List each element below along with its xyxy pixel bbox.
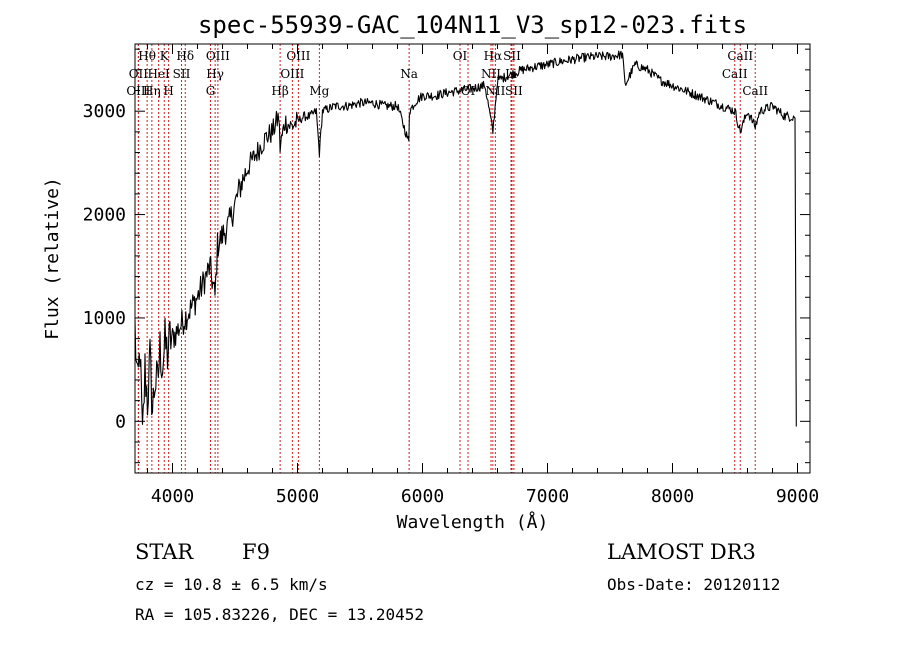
flux-series-line [134, 50, 797, 427]
spectral-line-label: Mg [309, 84, 329, 98]
y-tick-label: 0 [115, 411, 126, 432]
x-tick-label: 6000 [401, 486, 444, 507]
spectral-line-label: CaII [727, 49, 753, 63]
spectral-line-label: OIII [286, 49, 310, 63]
spectral-line-label: Hγ [206, 67, 224, 81]
spectral-line-label: Na [400, 67, 418, 81]
coordinates-text: RA = 105.83226, DEC = 13.20452 [135, 605, 424, 624]
spectral-line-markers [137, 44, 756, 473]
spectral-line-label: NII [481, 67, 501, 81]
spectral-line-label: SII [173, 67, 191, 81]
x-tick-label: 4000 [151, 486, 194, 507]
spectral-line-label: Hβ [271, 84, 288, 98]
plot-frame [134, 43, 811, 474]
chart-title: spec-55939-GAC_104N11_V3_sp12-023.fits [198, 11, 747, 39]
y-axis-label: Flux (relative) [42, 177, 63, 340]
spectral-line-label: SII [503, 49, 521, 63]
spectral-line-label: K [160, 49, 170, 63]
spectral-subclass: F9 [242, 540, 270, 564]
object-class: STAR [135, 540, 194, 564]
spectral-line-label: OII [129, 67, 149, 81]
spectral-line-label: OI [453, 49, 468, 63]
spectral-line-label: H [163, 84, 173, 98]
spectral-line-label: Hη [143, 84, 161, 98]
spectral-line-label: HeI [147, 67, 170, 81]
spectral-line-label: Hδ [176, 49, 194, 63]
x-tick-label: 8000 [651, 486, 694, 507]
spectral-line-label: SII [505, 84, 523, 98]
spectral-line-label: NII [485, 84, 505, 98]
y-axis-ticks: 0 1000 2000 3000 [83, 48, 810, 464]
y-tick-label: 2000 [83, 205, 126, 226]
x-tick-label: 9000 [776, 486, 819, 507]
x-tick-label: 7000 [526, 486, 569, 507]
spectral-line-label: Hα [484, 49, 503, 63]
redshift-text: cz = 10.8 ± 6.5 km/s [135, 575, 328, 594]
x-axis-label: Wavelength (Å) [397, 511, 549, 533]
spectral-line-label: CaII [742, 84, 768, 98]
y-tick-label: 1000 [83, 308, 126, 329]
survey-name: LAMOST DR3 [607, 540, 756, 564]
spectral-line-label: OIII [206, 49, 230, 63]
obs-date-text: Obs-Date: 20120112 [607, 575, 781, 594]
x-axis-ticks: 4000 5000 6000 7000 8000 9000 [147, 44, 819, 507]
spectral-line-label: G [206, 84, 216, 98]
spectral-line-label: Hθ [138, 49, 156, 63]
y-tick-label: 3000 [83, 101, 126, 122]
x-tick-label: 5000 [276, 486, 319, 507]
spectral-line-label: OIII [280, 67, 304, 81]
spectral-line-label: CaII [722, 67, 748, 81]
